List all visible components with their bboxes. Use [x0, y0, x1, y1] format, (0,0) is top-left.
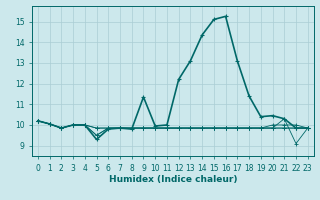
- X-axis label: Humidex (Indice chaleur): Humidex (Indice chaleur): [108, 175, 237, 184]
